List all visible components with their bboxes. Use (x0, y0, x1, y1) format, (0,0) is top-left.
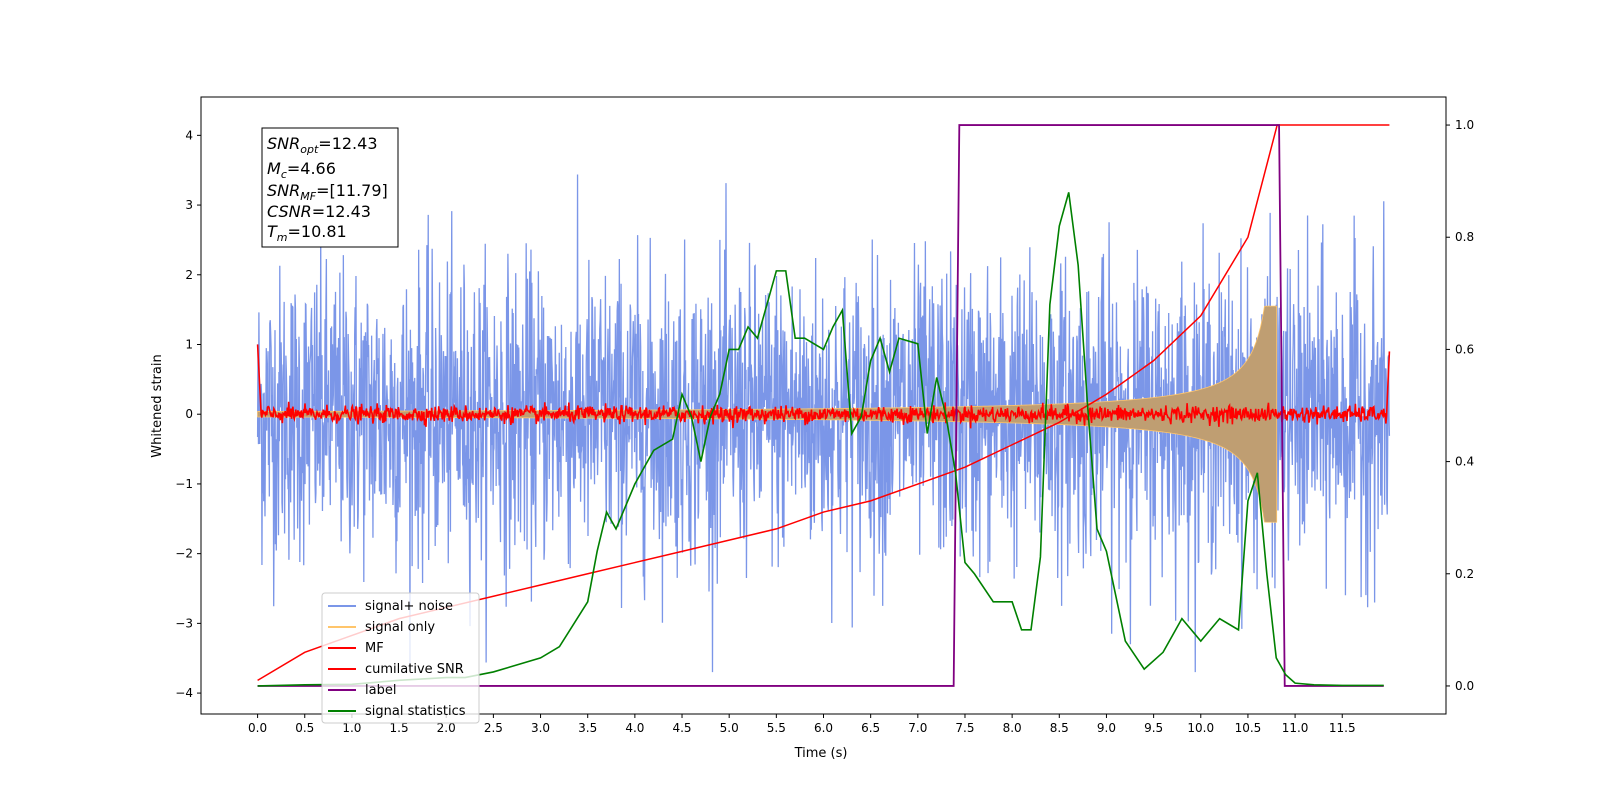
y-tick-label: −4 (175, 686, 193, 700)
x-tick-label: 1.5 (390, 721, 409, 735)
legend-label: cumilative SNR (365, 662, 464, 677)
legend-label: signal only (365, 620, 435, 635)
series-signal-statistics (257, 192, 1384, 687)
y-axis-label: Whitened strain (150, 354, 165, 457)
x-tick-label: 10.5 (1235, 721, 1262, 735)
y-tick-label: −1 (175, 477, 193, 491)
y-tick-label: −2 (175, 547, 193, 561)
y2-tick-label: 1.0 (1455, 118, 1474, 132)
legend-label: signal+ noise (365, 599, 453, 614)
annotation-snr-opt: SNRopt=12.43 (267, 134, 378, 156)
series-label (257, 124, 1384, 687)
annotation-mc: Mc=4.66 (267, 159, 336, 181)
x-tick-label: 2.0 (437, 721, 456, 735)
x-tick-label: 8.5 (1050, 721, 1069, 735)
y-tick-label: 2 (185, 268, 193, 282)
legend: signal+ noise signal only MF cumilative SNR… (321, 592, 480, 724)
y-axis-right: 1.0 0.8 0.6 0.4 0.2 0.0 (1446, 118, 1474, 693)
x-tick-label: 4.0 (625, 721, 644, 735)
x-tick-label: 3.0 (531, 721, 550, 735)
legend-box (321, 592, 480, 724)
x-tick-label: 10.0 (1187, 721, 1214, 735)
x-tick-label: 11.5 (1329, 721, 1356, 735)
legend-label: MF (365, 641, 384, 656)
x-tick-label: 0.5 (295, 721, 314, 735)
y-tick-label: 3 (185, 198, 193, 212)
y-tick-label: 4 (185, 128, 193, 142)
annotation-snr-mf: SNRMF=[11.79] (267, 181, 388, 203)
y-tick-label: 1 (185, 337, 193, 351)
plot-area (256, 124, 1391, 687)
x-tick-label: 7.0 (908, 721, 927, 735)
x-tick-label: 6.0 (814, 721, 833, 735)
series-mf (256, 344, 1391, 429)
y2-tick-label: 0.4 (1455, 455, 1474, 469)
annotation-box (261, 127, 399, 248)
y2-tick-label: 0.8 (1455, 230, 1474, 244)
x-tick-label: 5.0 (720, 721, 739, 735)
y-tick-label: −3 (175, 616, 193, 630)
x-tick-label: 0.0 (248, 721, 267, 735)
x-tick-label: 3.5 (578, 721, 597, 735)
x-axis: 0.0 0.5 1.0 1.5 2.0 2.5 3.0 3.5 4.0 4.5 5.0 5.5 6.0 6… (248, 714, 1356, 735)
x-tick-label: 9.5 (1144, 721, 1163, 735)
x-tick-label: 1.0 (342, 721, 361, 735)
x-tick-label: 6.5 (861, 721, 880, 735)
y2-tick-label: 0.0 (1455, 679, 1474, 693)
x-tick-label: 2.5 (484, 721, 503, 735)
x-axis-label: Time (s) (794, 746, 848, 761)
x-tick-label: 5.5 (767, 721, 786, 735)
annotation-csnr: CSNR=12.43 (267, 202, 371, 221)
x-tick-label: 8.0 (1003, 721, 1022, 735)
legend-label: signal statistics (365, 704, 466, 719)
stats-annotation: SNRopt=12.43 Mc=4.66 SNRMF=[11.79] CSNR=… (261, 127, 399, 248)
x-tick-label: 7.5 (955, 721, 974, 735)
y-axis-left: 4 3 2 1 0 −1 −2 −3 −4 (175, 128, 201, 700)
x-tick-label: 9.0 (1097, 721, 1116, 735)
y2-tick-label: 0.2 (1455, 567, 1474, 581)
legend-label: label (365, 683, 396, 698)
y-tick-label: 0 (185, 407, 193, 421)
x-tick-label: 4.5 (672, 721, 691, 735)
y2-tick-label: 0.6 (1455, 342, 1474, 356)
annotation-tm: Tm=10.81 (267, 222, 347, 244)
x-tick-label: 11.0 (1282, 721, 1309, 735)
